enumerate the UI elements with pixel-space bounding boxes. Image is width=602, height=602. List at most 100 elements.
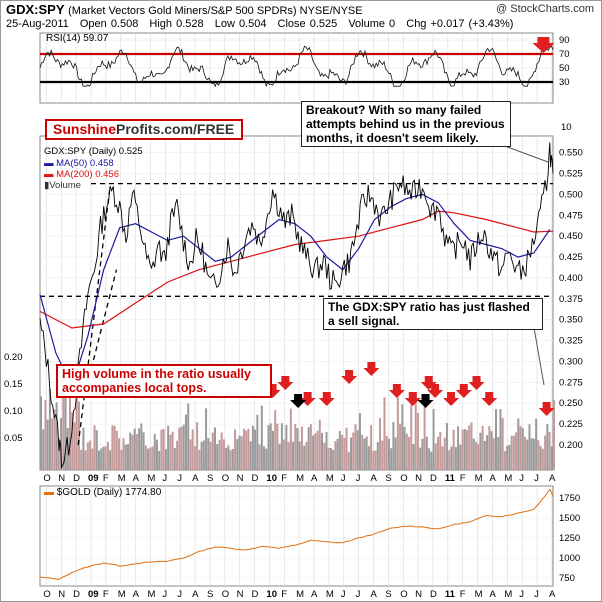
volume-bar: [231, 448, 234, 470]
gold-x-tick-label: A: [489, 589, 496, 600]
volume-bar: [91, 448, 94, 470]
volume-top-arrow: [468, 376, 485, 390]
gold-panel: [39, 485, 554, 587]
gold-x-tick-label: M: [296, 589, 304, 600]
volume-bar: [354, 424, 357, 470]
volume-bar: [249, 441, 252, 470]
rsi-tick-label: 30: [559, 77, 570, 88]
gold-x-tick-label: M: [504, 589, 512, 600]
x-tick-label: 10: [266, 473, 277, 484]
volume-bar: [445, 423, 448, 470]
volume-bar: [408, 436, 411, 470]
volume-bar: [95, 430, 98, 470]
volume-bar: [309, 424, 312, 470]
volume-bar: [173, 447, 176, 470]
gold-x-tick-label: O: [43, 589, 50, 600]
volume-bar: [68, 381, 71, 470]
volume-bar: [292, 441, 295, 470]
volume-bar: [209, 441, 212, 470]
volume-bar: [267, 425, 270, 470]
volume-bar: [387, 438, 390, 470]
price-tick-label: 0.500: [559, 189, 583, 200]
volume-bar: [341, 434, 344, 470]
gold-tick-label: 1500: [559, 513, 580, 524]
price-tick-label: 0.250: [559, 398, 583, 409]
gold-x-tick-label: A: [371, 589, 378, 600]
volume-bar: [80, 449, 83, 470]
gold-x-tick-label: A: [311, 589, 318, 600]
x-tick-label: D: [430, 473, 437, 484]
volume-bar: [158, 451, 161, 470]
volume-bar: [350, 437, 353, 470]
breakout-annotation: Breakout? With so many failed attempts b…: [301, 101, 511, 147]
volume-bar: [419, 447, 422, 470]
x-tick-label: 11: [445, 473, 456, 484]
gold-x-tick-label: J: [341, 589, 346, 600]
gold-x-tick-label: J: [519, 589, 524, 600]
volume-bar: [374, 450, 377, 470]
volume-bar: [109, 450, 112, 470]
volume-bar: [457, 426, 460, 470]
volume-bar: [515, 432, 518, 470]
price-tick-label: 0.425: [559, 252, 583, 263]
volume-bar: [399, 423, 402, 470]
x-tick-label: M: [326, 473, 334, 484]
volume-bar: [131, 434, 134, 470]
volume-bar: [528, 424, 531, 470]
ma200-line: [39, 210, 554, 329]
gold-x-tick-label: M: [326, 589, 334, 600]
rsi-line: [39, 45, 554, 88]
rsi-label: RSI(14) 59.07: [46, 33, 109, 44]
volume-bar: [412, 443, 415, 470]
sell-signal-annotation: The GDX:SPY ratio has just flashed a sel…: [323, 298, 543, 330]
volume-bar: [162, 428, 165, 470]
volume-bar: [71, 412, 74, 470]
volume-bar: [392, 422, 395, 470]
price-tick-label: 0.475: [559, 210, 583, 221]
volume-top-arrow: [481, 392, 498, 406]
gold-x-tick-label: S: [207, 589, 213, 600]
volume-bar: [466, 430, 469, 470]
ma50-legend-label: MA(50) 0.458: [56, 158, 114, 169]
x-tick-label: M: [296, 473, 304, 484]
volume-bar: [169, 434, 172, 470]
volume-bar: [410, 399, 413, 470]
volume-tick-label: 0.15: [4, 379, 23, 390]
volume-bar: [441, 446, 444, 470]
gold-x-tick-label: D: [430, 589, 437, 600]
volume-bar: [381, 440, 384, 470]
x-tick-label: A: [371, 473, 378, 484]
volume-top-arrow: [538, 402, 555, 416]
volume-bar: [55, 402, 58, 470]
volume-bar: [403, 426, 406, 470]
volume-bar: [57, 438, 60, 470]
volume-bar: [546, 424, 549, 470]
volume-bar: [133, 428, 136, 470]
volume-bar: [196, 422, 199, 470]
volume-bar: [343, 437, 346, 470]
volume-bar: [437, 436, 440, 470]
x-tick-label: A: [133, 473, 140, 484]
volume-bar: [265, 448, 268, 470]
volume-bar: [53, 409, 56, 470]
volume-bar: [198, 449, 201, 470]
volume-bar: [271, 430, 274, 470]
x-tick-label: J: [534, 473, 539, 484]
volume-bar: [236, 439, 239, 470]
volume-bar: [401, 404, 404, 470]
volume-bar: [218, 439, 221, 470]
quote-volume: Volume 0: [348, 18, 396, 30]
volume-bar: [459, 444, 462, 470]
volume-top-arrow: [427, 384, 444, 398]
volume-top-arrow: [341, 370, 358, 384]
volume-bar: [269, 423, 272, 470]
x-tick-label: J: [519, 473, 524, 484]
x-tick-label: A: [311, 473, 318, 484]
volume-bar: [510, 435, 513, 470]
x-tick-label: J: [177, 473, 182, 484]
volume-bar: [532, 438, 535, 470]
volume-bar: [318, 419, 321, 470]
volume-legend-swatch: ▮: [44, 180, 50, 191]
gold-x-tick-label: J: [162, 589, 167, 600]
gold-tick-label: 750: [559, 573, 575, 584]
